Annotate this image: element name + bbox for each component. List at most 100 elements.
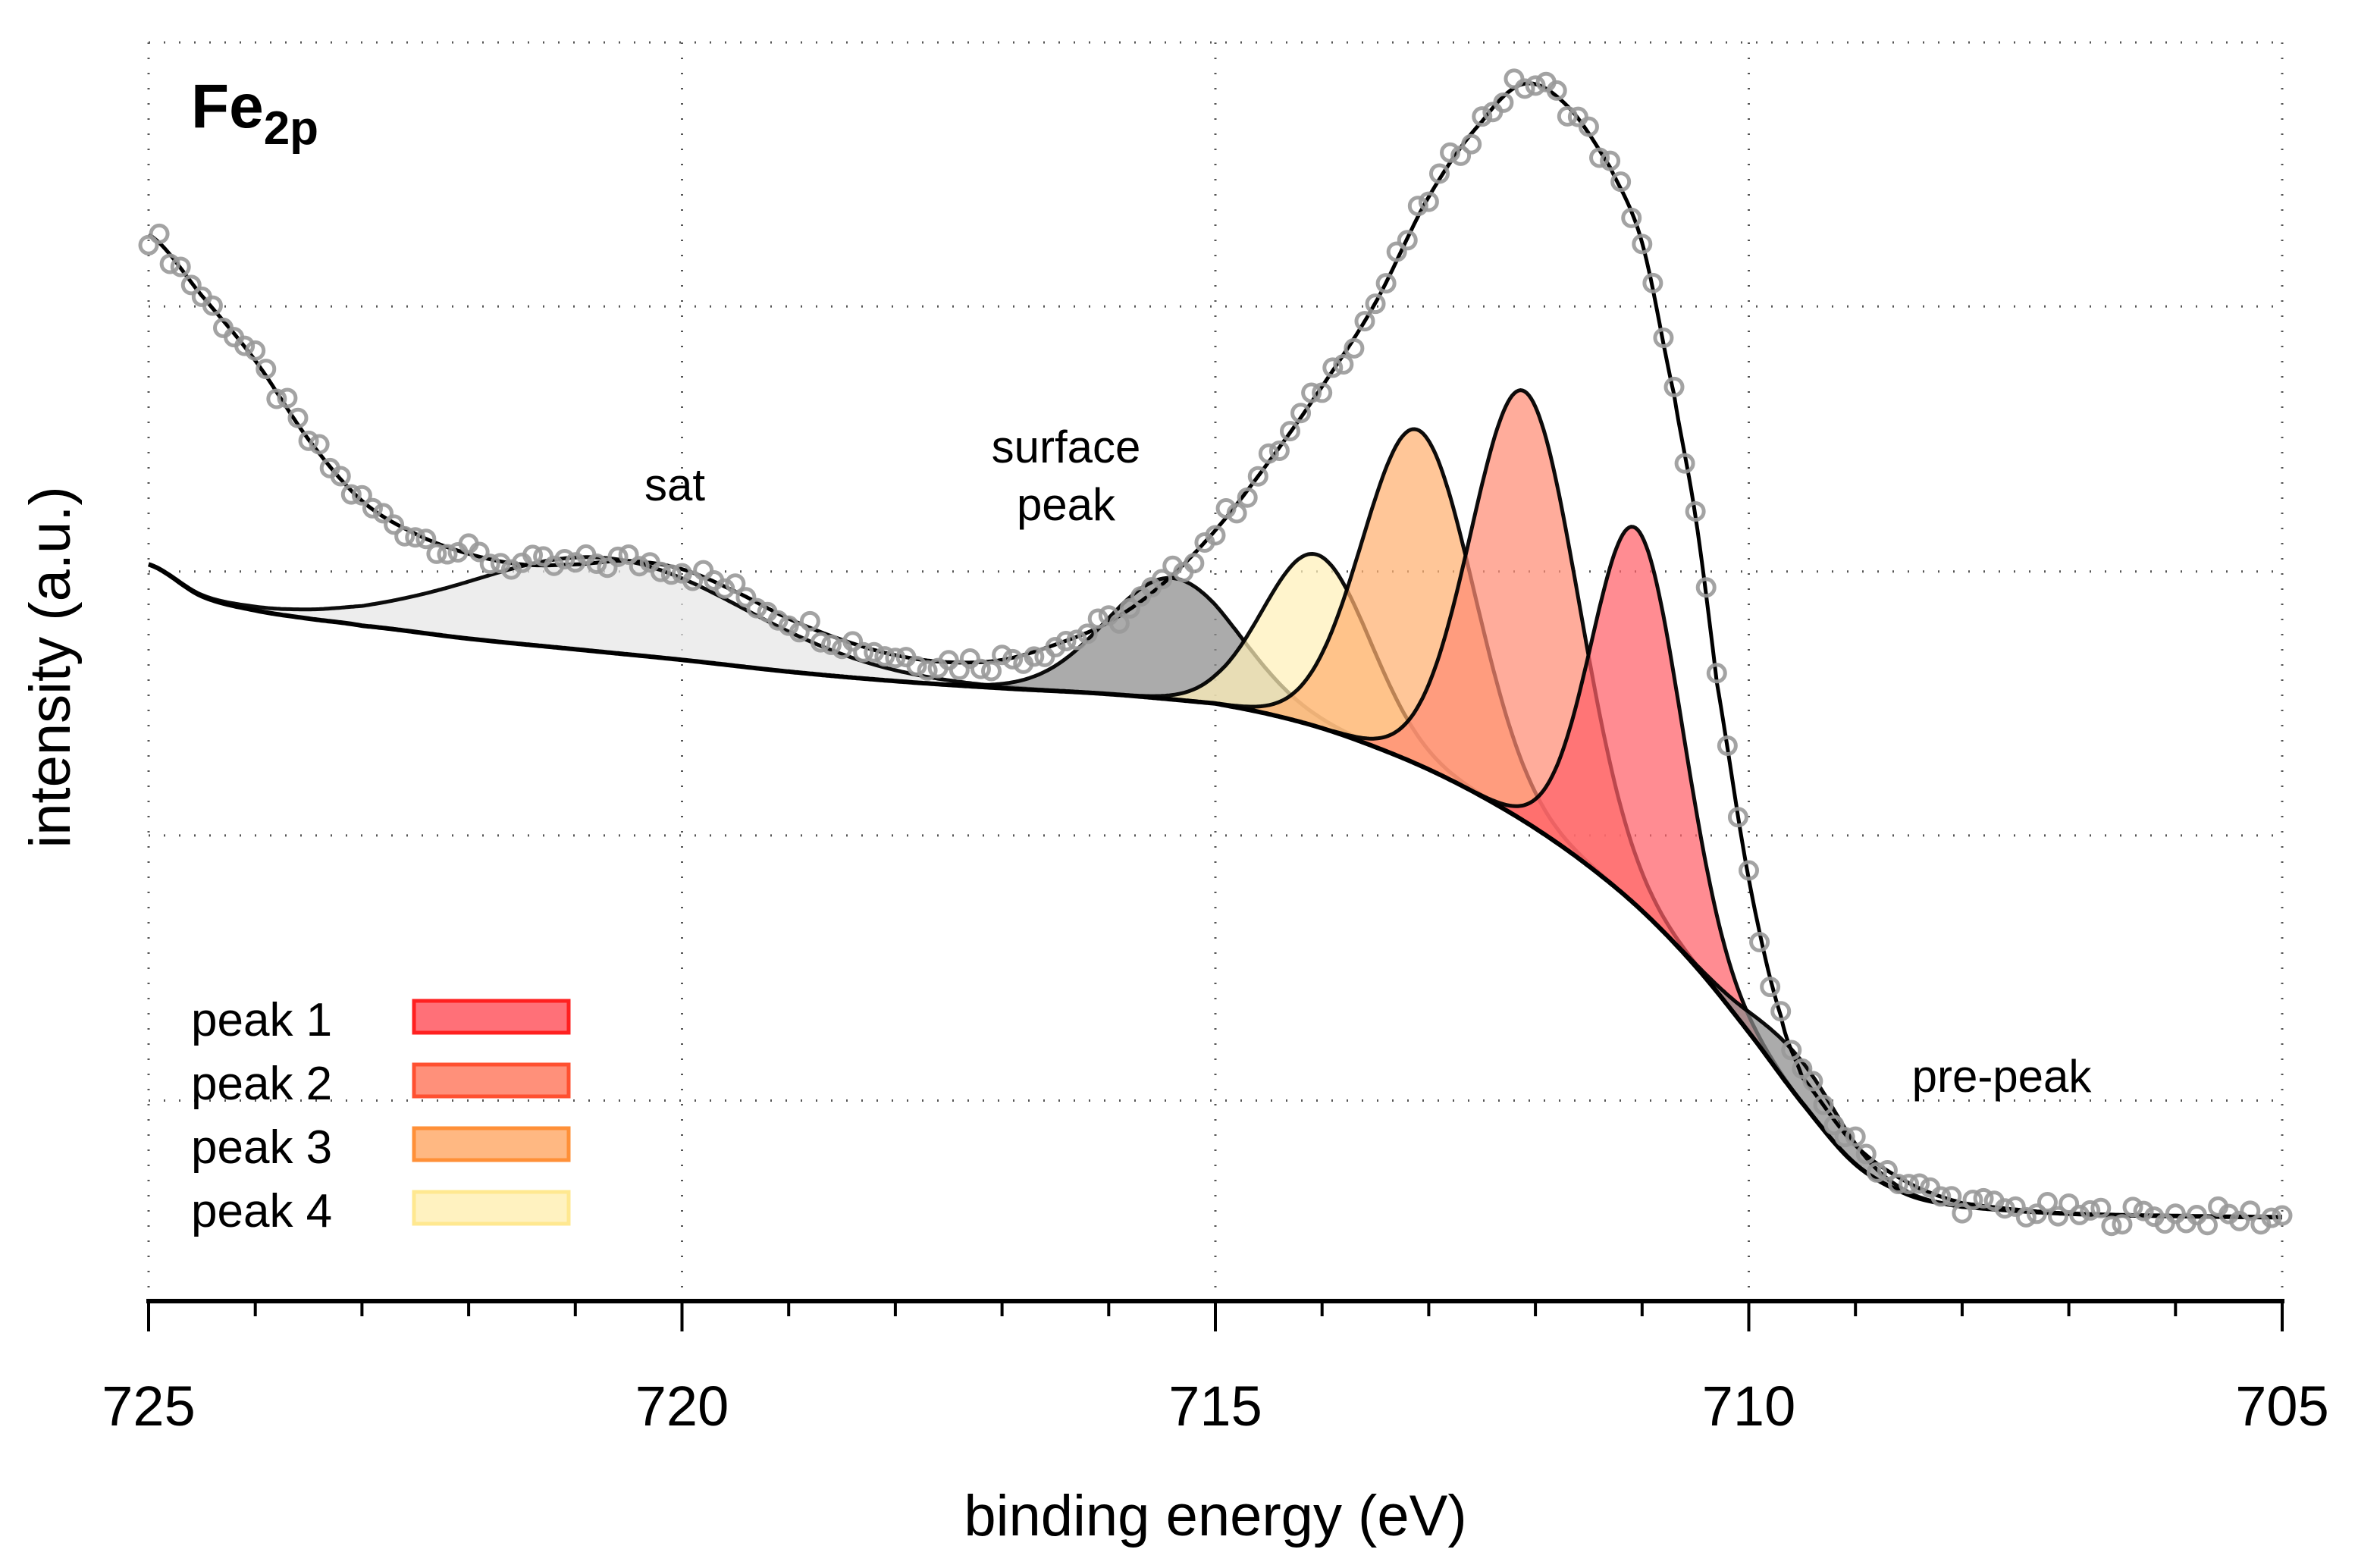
data-point (1152, 569, 1173, 590)
data-point (1695, 577, 1717, 598)
data-point (266, 388, 287, 409)
envelope-line (147, 81, 2282, 1219)
data-point (1632, 234, 1653, 255)
data-point (1813, 1094, 1834, 1115)
data-point (607, 546, 629, 567)
data-point (1855, 1143, 1877, 1165)
data-point (362, 497, 383, 519)
data-point (469, 541, 490, 563)
data-point (1087, 608, 1108, 629)
data-point (522, 544, 544, 566)
data-point (1962, 1189, 1983, 1210)
data-point (1184, 553, 1205, 574)
data-point (1002, 648, 1024, 670)
data-point (1279, 421, 1300, 442)
chart-title: Fe2p (191, 72, 318, 155)
data-point (2026, 1203, 2047, 1225)
data-point (735, 587, 757, 608)
data-point (1322, 357, 1344, 378)
data-point (1258, 443, 1279, 464)
data-point (1749, 932, 1770, 953)
data-point (277, 387, 298, 409)
data-point (1600, 150, 1621, 171)
x-tick-label: 705 (2235, 1375, 2328, 1438)
data-point (1344, 337, 1365, 359)
data-point (2069, 1204, 2090, 1225)
data-point (1866, 1162, 1887, 1183)
data-point (1333, 354, 1354, 375)
annotation-surface-peak-line2: peak (1017, 479, 1116, 530)
data-point (138, 234, 159, 256)
data-point (1834, 1127, 1855, 1148)
data-point (1493, 92, 1514, 113)
data-point (820, 634, 842, 655)
data-point (767, 610, 789, 631)
data-point (1077, 623, 1098, 644)
x-axis-title: binding energy (eV) (964, 1484, 1466, 1548)
annotation-pre-peak: pre-peak (1912, 1051, 2093, 1102)
data-point (725, 573, 746, 594)
data-point (1994, 1198, 2015, 1219)
data-point (2240, 1200, 2261, 1221)
data-point (1354, 311, 1375, 332)
data-point (1247, 466, 1268, 487)
data-point (650, 561, 671, 582)
data-point (853, 641, 874, 663)
data-point (1397, 230, 1418, 251)
data-point (810, 632, 831, 653)
data-point (373, 503, 394, 524)
data-point (2090, 1197, 2112, 1218)
data-point (864, 641, 885, 663)
data-point (1930, 1186, 1952, 1207)
data-point (202, 295, 223, 316)
data-point (660, 564, 682, 585)
data-point (1514, 78, 1535, 99)
data-point (2122, 1196, 2143, 1218)
y-axis-title: intensity (a.u.) (18, 486, 83, 848)
data-point (2112, 1214, 2133, 1235)
data-point (1781, 1040, 1802, 1061)
data-point (1792, 1058, 1813, 1079)
data-point (1226, 503, 1247, 524)
data-point (180, 274, 202, 296)
data-point (597, 557, 618, 579)
data-point (1365, 293, 1386, 315)
data-point (340, 484, 362, 505)
data-point (586, 553, 607, 574)
data-point (789, 622, 810, 643)
data-point (405, 527, 426, 548)
data-point (1909, 1173, 1930, 1194)
data-point (1642, 272, 1663, 293)
data-point (437, 544, 458, 565)
data-point (2015, 1206, 2037, 1228)
data-point (1685, 500, 1706, 522)
data-point (1205, 525, 1226, 546)
data-point (970, 658, 991, 679)
data-point (1727, 807, 1748, 828)
outline-peak-1 (1474, 525, 1799, 1098)
data-point (234, 335, 256, 356)
data-point (1418, 191, 1439, 212)
fill-peak-1 (1475, 526, 1798, 1098)
data-point (1653, 328, 1674, 349)
data-point (2186, 1204, 2207, 1225)
data-point (1663, 376, 1685, 397)
data-point (1407, 196, 1428, 217)
data-point (682, 570, 704, 591)
data-point (2133, 1200, 2154, 1221)
legend-label-peak-2: peak 2 (191, 1058, 332, 1110)
data-point (959, 648, 980, 669)
annotation-sat: sat (644, 459, 705, 510)
data-point (885, 648, 906, 669)
data-point (1055, 631, 1077, 652)
data-point (1877, 1160, 1898, 1181)
data-point (1717, 735, 1738, 756)
data-point (629, 556, 650, 577)
data-point (1546, 80, 1567, 101)
data-point (1952, 1203, 1973, 1224)
data-point (2229, 1210, 2250, 1231)
legend-label-peak-1: peak 1 (191, 994, 332, 1046)
data-point (394, 525, 415, 547)
legend-swatch-peak-2 (412, 1062, 571, 1099)
